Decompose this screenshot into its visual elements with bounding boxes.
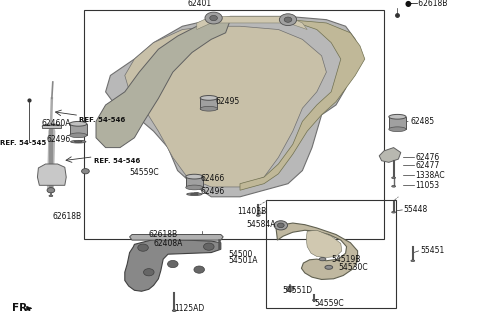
Text: 54584A: 54584A xyxy=(247,220,276,229)
Ellipse shape xyxy=(186,174,203,179)
Text: 62476: 62476 xyxy=(415,153,440,162)
Ellipse shape xyxy=(70,121,87,126)
Ellipse shape xyxy=(186,185,203,190)
Polygon shape xyxy=(96,20,230,148)
Bar xyxy=(200,98,217,109)
Polygon shape xyxy=(125,26,326,187)
Ellipse shape xyxy=(172,310,176,312)
Bar xyxy=(389,117,406,129)
Text: 62496: 62496 xyxy=(47,135,71,144)
Text: 54559C: 54559C xyxy=(130,168,159,177)
Circle shape xyxy=(279,14,297,26)
Ellipse shape xyxy=(200,106,217,111)
Text: 62485: 62485 xyxy=(410,117,434,126)
Text: 54500: 54500 xyxy=(228,250,252,259)
Text: 54551D: 54551D xyxy=(282,286,312,295)
Polygon shape xyxy=(130,235,223,240)
Text: 62401: 62401 xyxy=(187,0,211,8)
Text: 62460A: 62460A xyxy=(42,118,71,128)
Text: 62618B: 62618B xyxy=(53,212,82,220)
Ellipse shape xyxy=(319,257,326,261)
Ellipse shape xyxy=(312,299,316,301)
Polygon shape xyxy=(240,20,365,190)
Ellipse shape xyxy=(42,124,61,129)
Text: 62466: 62466 xyxy=(201,174,225,183)
Circle shape xyxy=(210,15,217,21)
Text: 62495: 62495 xyxy=(215,97,240,106)
Text: FR.: FR. xyxy=(12,303,31,313)
Circle shape xyxy=(138,244,148,251)
Ellipse shape xyxy=(70,133,87,138)
Polygon shape xyxy=(125,239,221,291)
Bar xyxy=(266,200,396,308)
Circle shape xyxy=(284,17,292,22)
Text: REF. 54-546: REF. 54-546 xyxy=(79,117,125,123)
Polygon shape xyxy=(106,16,360,197)
Circle shape xyxy=(287,286,294,291)
Polygon shape xyxy=(306,230,342,257)
Polygon shape xyxy=(37,164,66,185)
Text: 62618B: 62618B xyxy=(148,230,178,239)
Ellipse shape xyxy=(389,114,406,119)
Text: 62477: 62477 xyxy=(415,161,440,170)
Text: 62408A: 62408A xyxy=(153,239,183,248)
Text: 11053: 11053 xyxy=(415,181,439,190)
Circle shape xyxy=(144,269,154,276)
Bar xyxy=(84,10,384,239)
Text: REF. 54-546: REF. 54-546 xyxy=(94,158,140,164)
Ellipse shape xyxy=(392,212,396,213)
Bar xyxy=(186,176,203,187)
Polygon shape xyxy=(276,223,358,279)
Text: 62496: 62496 xyxy=(201,187,225,196)
Ellipse shape xyxy=(200,95,217,100)
Text: 54519B: 54519B xyxy=(331,255,360,264)
Text: 55448: 55448 xyxy=(403,205,428,215)
Polygon shape xyxy=(197,16,307,30)
Polygon shape xyxy=(379,148,401,162)
Text: 55451: 55451 xyxy=(420,246,444,256)
Bar xyxy=(42,125,61,128)
Circle shape xyxy=(194,266,204,273)
Ellipse shape xyxy=(49,195,53,196)
Ellipse shape xyxy=(392,186,396,187)
Circle shape xyxy=(168,260,178,268)
Ellipse shape xyxy=(71,140,86,143)
Ellipse shape xyxy=(389,127,406,132)
Circle shape xyxy=(47,188,55,193)
Circle shape xyxy=(82,169,89,174)
Text: REF. 54-545: REF. 54-545 xyxy=(0,140,46,146)
Ellipse shape xyxy=(74,141,82,142)
Bar xyxy=(70,124,87,135)
Circle shape xyxy=(204,243,214,250)
Circle shape xyxy=(205,12,222,24)
Text: 1338AC: 1338AC xyxy=(415,171,445,180)
Ellipse shape xyxy=(392,177,396,178)
Text: 1125AD: 1125AD xyxy=(174,304,205,313)
Ellipse shape xyxy=(411,260,415,262)
Ellipse shape xyxy=(187,193,202,195)
Text: 54559C: 54559C xyxy=(314,299,344,308)
Circle shape xyxy=(277,223,284,228)
Ellipse shape xyxy=(191,194,198,195)
Text: 54530C: 54530C xyxy=(338,263,368,272)
Text: 54501A: 54501A xyxy=(228,256,257,265)
Text: 11403B: 11403B xyxy=(237,207,266,216)
Circle shape xyxy=(274,221,288,230)
Ellipse shape xyxy=(325,265,333,269)
Ellipse shape xyxy=(256,215,260,216)
Text: ●—62618B: ●—62618B xyxy=(404,0,447,8)
